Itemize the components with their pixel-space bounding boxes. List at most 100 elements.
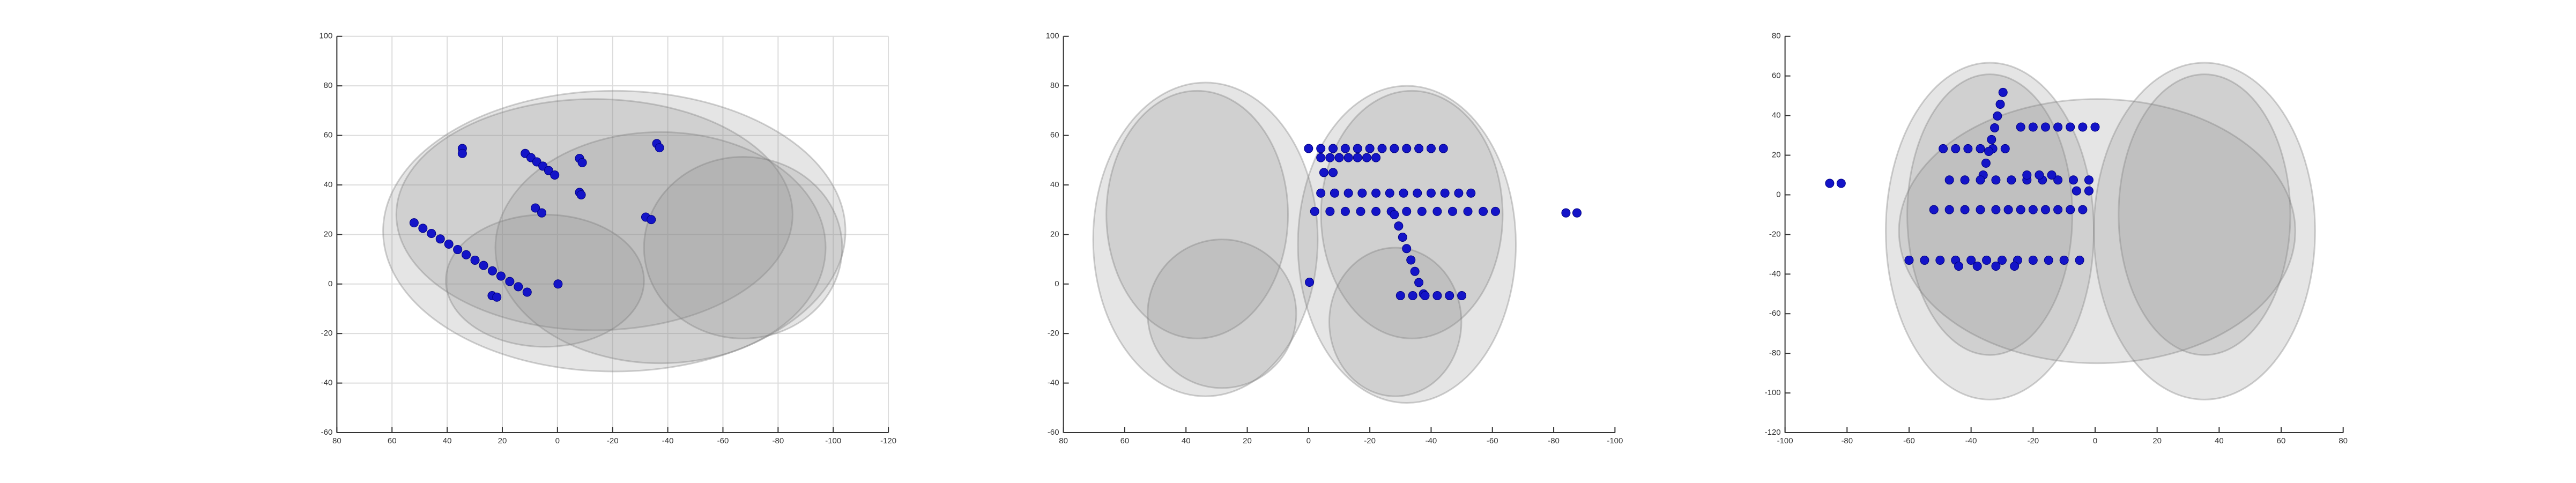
- electrode-point: [1417, 206, 1427, 216]
- electrode-point: [1334, 153, 1344, 162]
- y-tick-label: -120: [1765, 428, 1781, 437]
- brain-surface: [1105, 90, 1289, 339]
- x-tick-label: 40: [1182, 436, 1191, 445]
- electrode-point: [1395, 291, 1405, 300]
- x-tick-label: 0: [2093, 436, 2097, 445]
- x-tick-label: -100: [825, 436, 841, 445]
- electrode-point: [1330, 188, 1339, 198]
- x-tick-label: -20: [2027, 436, 2039, 445]
- electrode-point: [1402, 144, 1412, 153]
- electrode-point: [1426, 144, 1436, 153]
- electrode-point: [1365, 144, 1375, 153]
- electrode-point: [537, 208, 547, 218]
- electrode-point: [1340, 206, 1350, 216]
- y-tick-label: 40: [324, 180, 333, 189]
- electrode-point: [1438, 144, 1448, 153]
- electrode-point: [1960, 175, 1970, 185]
- brain-surface: [1906, 73, 2074, 356]
- electrode-point: [2090, 122, 2100, 132]
- electrode-point: [409, 218, 419, 228]
- x-tick-label: 60: [1120, 436, 1130, 445]
- brain-surface: [1320, 90, 1504, 339]
- y-tick-label: -100: [1765, 388, 1781, 397]
- electrode-point: [550, 170, 560, 180]
- electrode-point: [1377, 144, 1387, 153]
- electrode-point: [1981, 158, 1991, 168]
- electrode-point: [1944, 175, 1954, 185]
- x-tick-label: -20: [1364, 436, 1376, 445]
- electrode-point: [1995, 100, 2005, 109]
- electrode-point: [1963, 144, 1973, 153]
- electrode-point: [2069, 175, 2078, 185]
- electrode-point: [1414, 278, 1424, 287]
- y-tick-label: -20: [1048, 329, 1059, 338]
- electrode-point: [1920, 255, 1929, 265]
- electrode-point: [2040, 205, 2050, 214]
- y-tick-label: 100: [319, 32, 332, 41]
- x-tick-label: -20: [607, 436, 619, 445]
- brain-surface: [382, 90, 847, 373]
- brain-surface: [2093, 62, 2316, 400]
- electrode-point: [1984, 147, 1994, 157]
- x-tick-label: -40: [1426, 436, 1437, 445]
- electrode-point: [1353, 153, 1362, 162]
- electrode-point: [1447, 206, 1457, 216]
- electrode-point: [1319, 168, 1328, 177]
- x-tick-label: 20: [1243, 436, 1252, 445]
- electrode-point: [2000, 144, 2010, 153]
- electrode-point: [1385, 188, 1394, 198]
- electrode-point: [2040, 122, 2050, 132]
- x-tick-label: 40: [443, 436, 452, 445]
- x-tick-label: -120: [880, 436, 896, 445]
- electrode-point: [2078, 205, 2088, 214]
- electrode-point: [1325, 153, 1335, 162]
- electrode-point: [1561, 208, 1571, 218]
- y-tick-label: -60: [1769, 309, 1781, 318]
- plot-area: [1785, 36, 2343, 433]
- electrode-point: [2075, 255, 2084, 265]
- y-tick-label: 40: [1772, 111, 1781, 120]
- electrode-point: [1998, 87, 2008, 97]
- y-tick-label: 60: [1050, 131, 1059, 140]
- electrode-point: [522, 287, 532, 297]
- y-tick-label: -20: [1769, 229, 1781, 239]
- brain-surface: [1885, 62, 2095, 400]
- electrode-point: [444, 239, 454, 249]
- electrode-point: [1572, 208, 1582, 218]
- electrode-point: [1340, 144, 1350, 153]
- x-tick-label: 20: [498, 436, 507, 445]
- electrode-point: [1414, 144, 1424, 153]
- x-tick-label: -60: [1487, 436, 1498, 445]
- electrode-point: [1836, 179, 1846, 188]
- electrode-point: [1402, 244, 1412, 254]
- y-tick-label: -60: [321, 428, 333, 437]
- y-tick-label: 80: [1050, 81, 1059, 90]
- electrode-point: [2016, 122, 2025, 132]
- electrode-point: [2084, 186, 2094, 196]
- y-tick-label: 20: [324, 229, 333, 239]
- electrode-point: [1991, 262, 2001, 271]
- x-tick-label: 80: [1059, 436, 1068, 445]
- y-tick-label: -80: [1769, 348, 1781, 358]
- electrode-point: [496, 271, 506, 281]
- electrode-point: [1371, 206, 1381, 216]
- brain-surface: [1898, 98, 2296, 365]
- electrode-point: [2010, 262, 2020, 271]
- y-tick-label: 20: [1050, 229, 1059, 239]
- electrode-point: [1991, 205, 2001, 214]
- x-tick-label: -80: [1548, 436, 1560, 445]
- x-tick-label: -80: [773, 436, 784, 445]
- electrode-point: [2059, 255, 2069, 265]
- brain-surface: [643, 156, 843, 339]
- electrode-point: [1490, 206, 1500, 216]
- electrode-point: [1976, 144, 1985, 153]
- electrode-point: [1325, 206, 1335, 216]
- electrode-point: [2007, 175, 2016, 185]
- electrode-point: [1399, 188, 1408, 198]
- electrode-point: [2072, 186, 2081, 196]
- electrode-point: [1457, 291, 1467, 300]
- electrode-point: [1408, 291, 1417, 300]
- electrode-point: [1316, 144, 1326, 153]
- electrode-point: [1420, 291, 1430, 300]
